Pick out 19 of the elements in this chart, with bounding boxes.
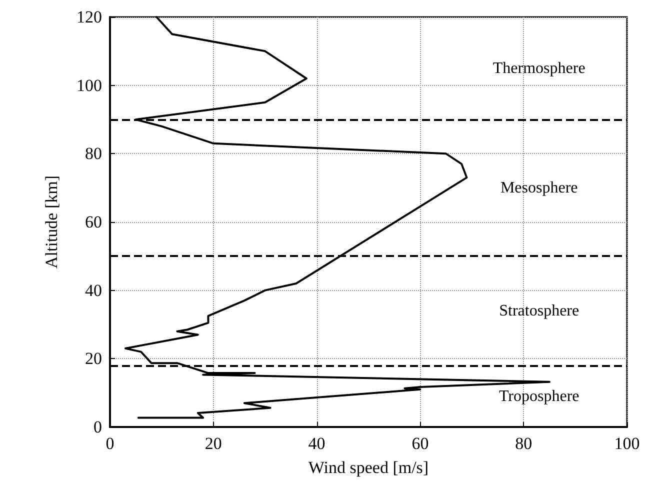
- y-tick-label: 0: [94, 418, 102, 436]
- annotation: Mesosphere: [500, 179, 578, 196]
- y-axis-title: Altitude [km]: [42, 175, 61, 269]
- annotation: Stratosphere: [499, 302, 580, 320]
- annotation: Troposphere: [498, 388, 580, 405]
- annotation: Thermosphere: [492, 60, 586, 77]
- y-tick-label: 100: [76, 76, 102, 95]
- y-tick-label: 60: [85, 212, 102, 232]
- x-axis-title: Wind speed [m/s]: [308, 458, 429, 477]
- x-tick-label: 100: [614, 434, 640, 453]
- y-tick-label: 80: [85, 144, 102, 164]
- x-tick-label: 40: [308, 434, 326, 453]
- x-tick-label: 60: [412, 434, 429, 453]
- y-tick-label: 40: [85, 280, 102, 300]
- y-tick-label: 120: [76, 8, 102, 26]
- x-tick-label: 0: [106, 434, 114, 453]
- x-tick-label: 80: [515, 434, 532, 453]
- y-tick-label: 20: [85, 349, 102, 368]
- x-tick-label: 20: [204, 434, 222, 453]
